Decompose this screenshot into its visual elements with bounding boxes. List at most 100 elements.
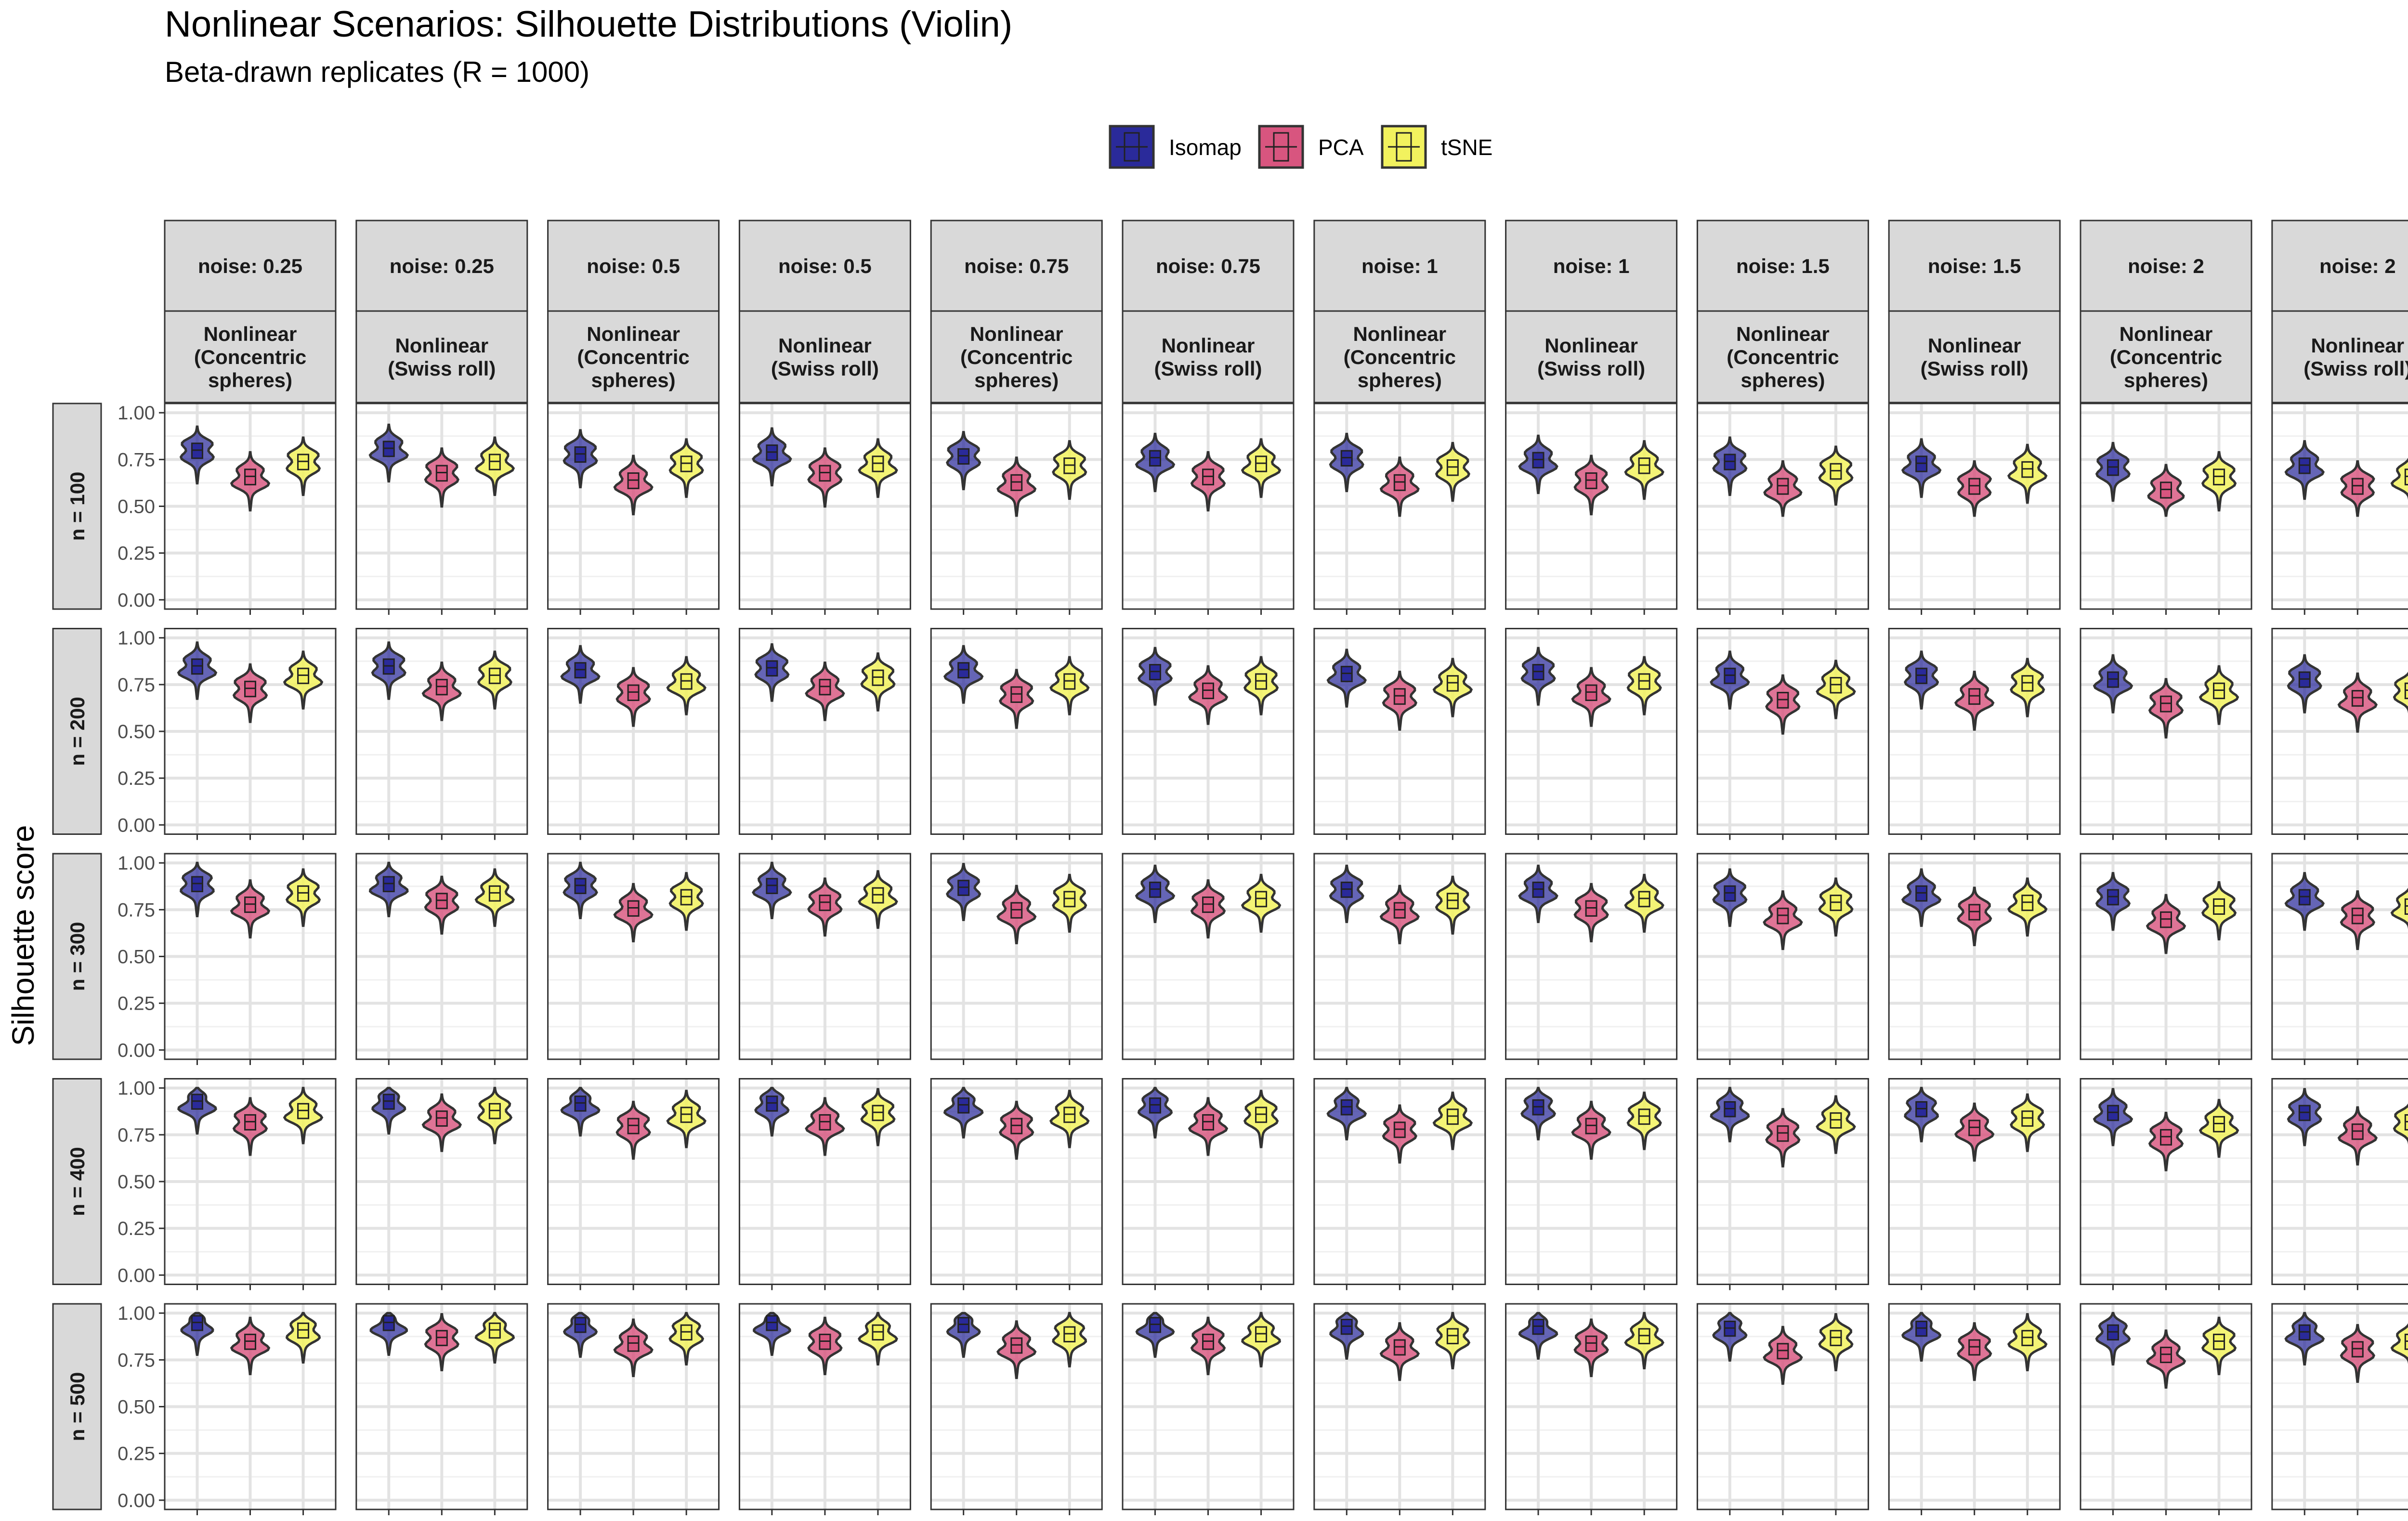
panels: noise: 0.25Nonlinear(Concentricspheres)n… xyxy=(52,220,2408,1515)
strip-label-line: (Concentric xyxy=(1344,346,1456,368)
legend-label: Isomap xyxy=(1169,135,1242,160)
strip-label-line: (Concentric xyxy=(577,346,689,368)
y-tick-label: 0.50 xyxy=(118,496,155,518)
violin-isomap xyxy=(560,1087,601,1137)
facet-strip-noise: noise: 1 xyxy=(1505,220,1678,312)
facet-panel xyxy=(2080,853,2252,1065)
strip-box xyxy=(2080,220,2252,312)
facet-panel xyxy=(1122,403,1295,615)
violin-isomap xyxy=(1329,1312,1364,1360)
strip-label-line: (Swiss roll) xyxy=(2303,357,2408,380)
strip-label: noise: 0.25 xyxy=(390,255,494,277)
strip-box xyxy=(2271,310,2408,403)
facet-panel xyxy=(1505,853,1678,1065)
facet-strip-noise: noise: 0.75 xyxy=(1122,220,1295,312)
y-tick-label: 0.00 xyxy=(118,1265,155,1286)
strip-box xyxy=(355,310,528,403)
strip-label: noise: 0.75 xyxy=(964,255,1069,277)
facet-panel xyxy=(2080,1303,2252,1515)
y-tick-label: 0.00 xyxy=(118,1490,155,1511)
facet-panel xyxy=(355,1303,528,1515)
facet-panel: 0.00 0.25 0.50 0.75 1.00 xyxy=(118,403,337,615)
facet-strip-noise: noise: 2 xyxy=(2271,220,2408,312)
facet-strip-noise: noise: 0.5 xyxy=(738,220,911,312)
strip-label-line: (Concentric xyxy=(194,346,306,368)
y-tick-label: 0.25 xyxy=(118,543,155,564)
y-tick-label: 0.50 xyxy=(118,1397,155,1418)
y-tick-label: 1.00 xyxy=(118,403,155,424)
strip-label-line: (Concentric xyxy=(1727,346,1839,368)
facet-strip-noise: noise: 0.75 xyxy=(930,220,1103,312)
facet-panel xyxy=(1505,1078,1678,1290)
strip-label-line: (Concentric xyxy=(960,346,1073,368)
violin-isomap xyxy=(1518,1312,1558,1360)
facet-panel xyxy=(2271,1303,2408,1515)
strip-label-line: (Swiss roll) xyxy=(1537,357,1645,380)
y-tick-label: 1.00 xyxy=(118,1078,155,1099)
facet-panel xyxy=(1122,1303,1295,1515)
facet-panel xyxy=(1505,1303,1678,1515)
facet-panel xyxy=(930,1078,1103,1290)
facet-panel xyxy=(930,403,1103,615)
strip-box xyxy=(52,1078,102,1285)
facet-panel xyxy=(2271,628,2408,840)
violin-isomap xyxy=(563,1312,598,1358)
facet-panel xyxy=(355,1078,528,1290)
strip-label-line: Nonlinear xyxy=(204,323,297,345)
y-tick-label: 0.75 xyxy=(118,1125,155,1146)
facet-panel xyxy=(738,1078,911,1290)
y-tick-label: 0.25 xyxy=(118,768,155,789)
strip-label: noise: 1.5 xyxy=(1736,255,1830,277)
strip-box xyxy=(52,403,102,610)
strip-box xyxy=(1122,310,1295,403)
facet-strip-noise: noise: 2 xyxy=(2080,220,2252,312)
violin-isomap xyxy=(946,1312,981,1358)
legend-label: tSNE xyxy=(1441,135,1492,160)
legend-item-isomap: Isomap xyxy=(1109,125,1242,169)
violin-isomap xyxy=(1901,1312,1942,1362)
strip-label: noise: 0.75 xyxy=(1156,255,1260,277)
strip-box xyxy=(164,310,337,403)
facet-panel xyxy=(930,853,1103,1065)
facet-panel xyxy=(547,628,720,840)
strip-box xyxy=(52,853,102,1060)
facet-strip-row: n = 200 xyxy=(52,628,102,835)
strip-label-line: Nonlinear xyxy=(1928,334,2021,357)
strip-box xyxy=(547,310,720,403)
violin-tsne xyxy=(2390,1323,2408,1365)
y-tick-label: 0.00 xyxy=(118,815,155,836)
facet-panel xyxy=(355,628,528,840)
strip-label-line: spheres) xyxy=(974,369,1059,391)
strip-box xyxy=(52,628,102,835)
facet-panel xyxy=(355,853,528,1065)
facet-panel xyxy=(738,853,911,1065)
strip-label-line: Nonlinear xyxy=(395,334,488,357)
y-axis-title: Silhouette score xyxy=(6,825,40,1046)
facet-panel xyxy=(547,1078,720,1290)
strip-label: noise: 0.5 xyxy=(778,255,872,277)
facet-panel xyxy=(2271,853,2408,1065)
facet-strip-noise: noise: 1 xyxy=(1313,220,1486,312)
strip-label-line: Nonlinear xyxy=(778,334,872,357)
facet-panel xyxy=(1888,403,2061,615)
facet-panel: 0.00 0.25 0.50 0.75 1.00 xyxy=(118,1078,337,1290)
y-tick-label: 0.00 xyxy=(118,590,155,611)
facet-panel xyxy=(547,403,720,615)
facet-strip-row: n = 100 xyxy=(52,403,102,610)
facet-panel xyxy=(2080,403,2252,615)
facet-panel xyxy=(1313,628,1486,840)
strip-label-line: spheres) xyxy=(208,369,292,391)
facet-strip-row: n = 300 xyxy=(52,853,102,1060)
strip-box xyxy=(1888,220,2061,312)
legend-label: PCA xyxy=(1318,135,1364,160)
facet-strip-noise: noise: 1.5 xyxy=(1696,220,1869,312)
legend-item-pca: PCA xyxy=(1258,125,1364,169)
strip-label-line: Nonlinear xyxy=(1162,334,1255,357)
y-tick-label: 0.75 xyxy=(118,1350,155,1371)
strip-box xyxy=(164,220,337,312)
